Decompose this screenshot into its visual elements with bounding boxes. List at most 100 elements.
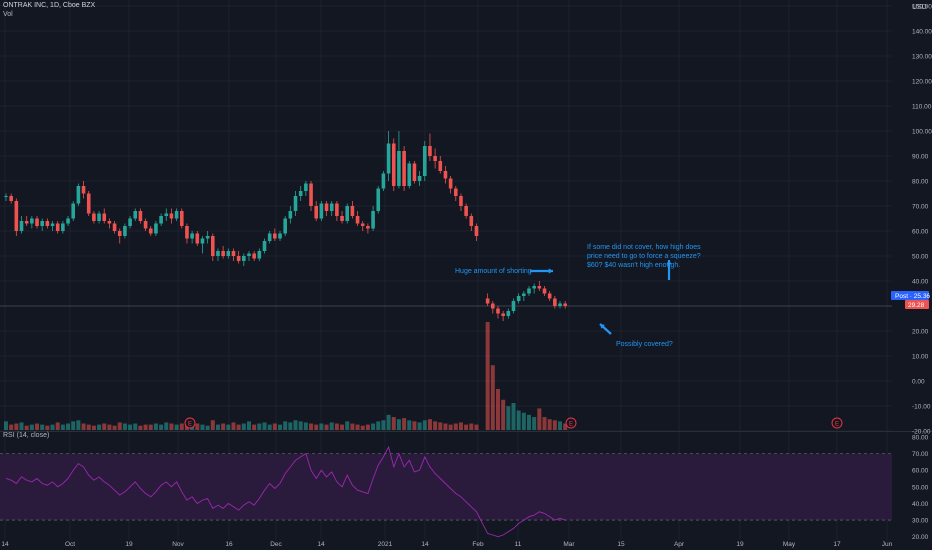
- candle-body[interactable]: [283, 218, 287, 234]
- candle-body[interactable]: [532, 286, 536, 289]
- time-axis[interactable]: 14 Oct 19 Nov 16 Dec 14 2021 14 Feb 11 Mar 15 Apr 19 Ma…: [1, 541, 892, 548]
- candle-body[interactable]: [469, 216, 474, 226]
- candle-body[interactable]: [76, 186, 81, 204]
- candle-body[interactable]: [50, 223, 55, 227]
- candle-body[interactable]: [335, 203, 339, 217]
- candle-body[interactable]: [278, 233, 282, 239]
- candle-body[interactable]: [309, 183, 313, 207]
- candle-body[interactable]: [231, 251, 236, 256]
- candle-body[interactable]: [273, 233, 277, 239]
- candle-body[interactable]: [117, 231, 122, 236]
- candle-body[interactable]: [30, 218, 34, 224]
- candle-body[interactable]: [257, 251, 262, 259]
- candle-body[interactable]: [491, 303, 495, 309]
- candle-body[interactable]: [185, 226, 189, 239]
- rsi-legend[interactable]: RSI (14, close): [3, 432, 50, 439]
- candle-body[interactable]: [19, 221, 24, 231]
- candle-body[interactable]: [288, 211, 293, 219]
- candle-body[interactable]: [195, 233, 200, 244]
- candle-body[interactable]: [459, 196, 463, 206]
- candle-body[interactable]: [179, 211, 184, 226]
- candle-body[interactable]: [112, 223, 117, 232]
- covered-annotation[interactable]: Possibly covered?: [616, 341, 673, 348]
- candle-body[interactable]: [417, 176, 422, 181]
- candle-body[interactable]: [433, 156, 437, 161]
- candle-body[interactable]: [221, 251, 225, 256]
- candle-body[interactable]: [66, 218, 70, 224]
- candle-body[interactable]: [298, 191, 303, 196]
- candle-body[interactable]: [501, 313, 505, 317]
- candle-body[interactable]: [527, 288, 531, 294]
- candle-body[interactable]: [174, 211, 179, 219]
- candle-body[interactable]: [128, 218, 132, 227]
- candle-body[interactable]: [496, 308, 500, 314]
- candle-body[interactable]: [319, 203, 324, 219]
- candle-body[interactable]: [262, 241, 267, 251]
- candle-body[interactable]: [547, 293, 552, 299]
- price-axis[interactable]: 150.00 140.00 130.00 120.00 110.00 100.00 90.0…: [912, 4, 932, 436]
- candle-body[interactable]: [511, 301, 516, 311]
- candle-body[interactable]: [226, 251, 231, 256]
- shorting-arrow[interactable]: [530, 268, 553, 274]
- candle-body[interactable]: [422, 146, 427, 176]
- earnings-marker[interactable]: [565, 417, 577, 429]
- shorting-annotation[interactable]: Huge amount of shorting: [455, 268, 532, 275]
- candle-body[interactable]: [61, 223, 65, 232]
- candle-body[interactable]: [345, 206, 350, 221]
- candle-body[interactable]: [324, 203, 329, 212]
- candle-body[interactable]: [448, 178, 453, 189]
- candle-body[interactable]: [267, 233, 272, 242]
- candle-body[interactable]: [464, 206, 468, 216]
- volume-legend[interactable]: Vol: [3, 11, 13, 18]
- candle-body[interactable]: [428, 146, 432, 156]
- candle-body[interactable]: [86, 193, 91, 214]
- candle-body[interactable]: [92, 213, 96, 222]
- candle-body[interactable]: [4, 196, 8, 197]
- candle-body[interactable]: [366, 226, 370, 229]
- candle-body[interactable]: [360, 223, 365, 227]
- candle-body[interactable]: [391, 143, 396, 187]
- question-annotation[interactable]: If some did not cover, how high does pri…: [587, 243, 701, 270]
- candle-body[interactable]: [453, 188, 458, 197]
- candle-body[interactable]: [553, 298, 557, 307]
- candle-body[interactable]: [143, 221, 148, 229]
- squeeze-arrow[interactable]: [666, 260, 672, 280]
- candle-body[interactable]: [350, 206, 355, 216]
- candle-body[interactable]: [386, 143, 391, 174]
- candle-body[interactable]: [9, 196, 13, 201]
- candle-body[interactable]: [205, 236, 210, 239]
- candle-body[interactable]: [516, 296, 521, 301]
- candle-body[interactable]: [522, 293, 526, 297]
- candle-body[interactable]: [211, 236, 215, 256]
- candle-body[interactable]: [438, 161, 443, 171]
- candle-body[interactable]: [376, 188, 381, 212]
- candle-body[interactable]: [154, 223, 158, 234]
- candle-body[interactable]: [537, 286, 542, 289]
- candle-body[interactable]: [55, 223, 60, 232]
- candle-body[interactable]: [97, 213, 101, 222]
- candle-body[interactable]: [242, 256, 246, 261]
- candle-body[interactable]: [107, 221, 112, 224]
- candle-body[interactable]: [506, 311, 511, 316]
- candle-body[interactable]: [314, 206, 318, 219]
- candle-body[interactable]: [563, 303, 567, 307]
- candle-body[interactable]: [236, 256, 241, 261]
- candle-body[interactable]: [485, 298, 490, 304]
- candle-body[interactable]: [542, 288, 547, 294]
- candle-body[interactable]: [407, 163, 412, 187]
- candle-body[interactable]: [558, 303, 562, 307]
- candle-body[interactable]: [169, 213, 174, 219]
- candle-body[interactable]: [81, 186, 86, 194]
- candle-body[interactable]: [123, 226, 127, 236]
- candle-body[interactable]: [71, 203, 76, 219]
- candle-body[interactable]: [381, 173, 386, 189]
- candle-body[interactable]: [371, 211, 375, 229]
- rsi-axis[interactable]: 80.00 70.00 60.00 50.00 40.00 30.00 20.00: [912, 435, 929, 542]
- symbol-legend[interactable]: ONTRAK INC, 1D, Cboe BZX: [3, 2, 96, 9]
- candle-body[interactable]: [138, 211, 143, 221]
- candle-body[interactable]: [159, 216, 163, 224]
- candle-body[interactable]: [397, 151, 401, 186]
- candle-body[interactable]: [402, 151, 406, 186]
- earnings-marker[interactable]: [184, 417, 196, 429]
